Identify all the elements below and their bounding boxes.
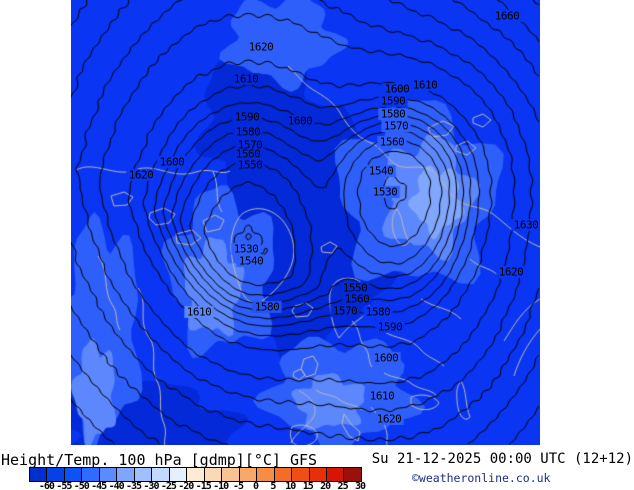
colorbar-tick: -20 [178,481,194,490]
colorbar-block [82,468,100,481]
colorbar-block [64,468,83,481]
weather-map: 1660 1620 1610 1600 1590 1580 1570 1560 1550 1600… [71,0,540,445]
colorbar-block [134,468,153,481]
colorbar-block [99,468,118,481]
colorbar-tick: 15 [302,481,314,490]
colorbar-block [344,468,361,481]
map-title: Height/Temp. 100 hPa [gdmp][°C] GFS [1,451,318,469]
colorbar-tick: -5 [233,481,244,490]
colorbar-tick: 5 [270,481,276,490]
colorbar-block [274,468,293,481]
valid-time: Su 21-12-2025 00:00 UTC (12+12) [371,451,633,467]
colorbar-block [169,468,188,481]
credit-link[interactable]: ©weatheronline.co.uk [412,471,551,485]
colorbar-block [222,468,240,481]
colorbar-block [204,468,223,481]
colorbar-tick: 0 [252,481,259,490]
colorbar-tick: -25 [160,481,177,490]
colorbar-block [292,468,310,481]
temperature-colorbar [29,467,362,482]
colorbar-block [239,468,258,481]
colorbar-block [47,468,65,481]
colorbar-tick: -50 [73,481,90,490]
colorbar-tick: 25 [337,481,349,490]
contour-map-canvas [71,0,540,445]
colorbar-block [152,468,170,481]
colorbar-tick: -45 [91,481,107,490]
colorbar-tick: 20 [320,481,331,490]
colorbar-tick: 30 [354,481,366,490]
colorbar-tick: -15 [195,481,212,490]
colorbar-block [309,468,327,481]
colorbar-tick-labels: -60 -55 -50 -45 -40 -35 -30 -25 -20 -15 -10 -5 0 5 10 1… [29,481,366,490]
colorbar-tick: -35 [125,481,142,490]
colorbar-tick: -55 [56,481,72,490]
colorbar-block [326,468,345,481]
colorbar-tick: -60 [38,481,55,490]
colorbar-block [117,468,135,481]
colorbar-block [30,468,48,481]
colorbar-tick: 10 [285,481,296,490]
colorbar-block [187,468,205,481]
colorbar-tick: -30 [143,481,159,490]
colorbar-tick: -40 [108,481,125,490]
colorbar-block [257,468,275,481]
colorbar-tick: -10 [213,481,229,490]
